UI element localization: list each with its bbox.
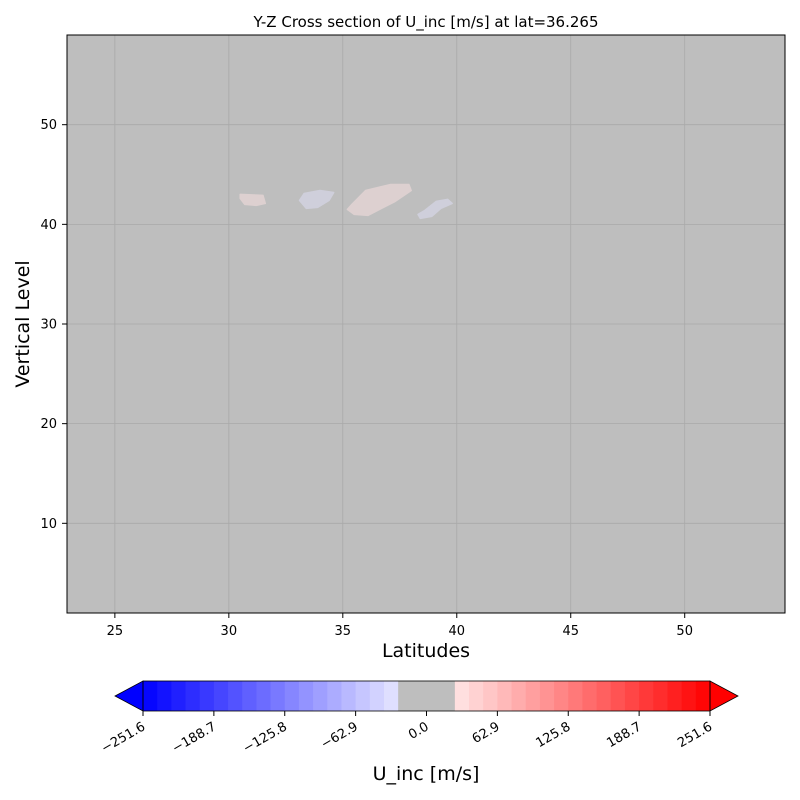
colorbar-segment-10 <box>284 681 300 711</box>
contour-features <box>239 183 453 220</box>
colorbar-extend-max <box>709 680 739 712</box>
colorbar-segment-22 <box>454 681 470 711</box>
colorbar-segment-0 <box>143 681 158 711</box>
colorbar-segment-3 <box>185 681 201 711</box>
colorbar-segment-36 <box>653 681 669 711</box>
colorbar-tick-label-5: 62.9 <box>470 719 503 746</box>
plot-area <box>66 34 786 614</box>
colorbar-segment-11 <box>298 681 314 711</box>
colorbar-segment-34 <box>624 681 640 711</box>
y-tick-label-3: 40 <box>40 218 57 233</box>
grid-lines <box>67 35 785 613</box>
colorbar-segment-6 <box>228 681 243 711</box>
colorbar-tick-label-3: −62.9 <box>319 719 361 752</box>
colorbar-tick-label-6: 125.8 <box>534 719 574 751</box>
contour-patch-negative-1 <box>298 189 335 210</box>
colorbar-segment-8 <box>256 681 272 711</box>
colorbar-label: U_inc [m/s] <box>373 763 480 785</box>
colorbar-segment-29 <box>554 681 569 711</box>
contour-patch-positive-0 <box>239 193 267 207</box>
colorbar-segment-16 <box>369 681 385 711</box>
colorbar-segment-19 <box>412 681 428 711</box>
colorbar-segment-35 <box>639 681 654 711</box>
colorbar-tick-label-7: 188.7 <box>604 719 644 751</box>
y-tick-label-2: 30 <box>40 318 57 333</box>
contour-patch-negative-3 <box>417 198 453 220</box>
y-tick-label-4: 50 <box>40 118 57 133</box>
y-tick-label-0: 10 <box>40 517 57 532</box>
x-axis: 25 30 35 40 45 50 <box>107 613 693 639</box>
x-tick-label-2: 35 <box>335 624 352 639</box>
colorbar-segment-23 <box>469 681 484 711</box>
y-tick-label-1: 20 <box>40 417 57 432</box>
x-tick-label-3: 40 <box>448 624 465 639</box>
colorbar-segment-5 <box>213 681 229 711</box>
x-tick-label-1: 30 <box>221 624 238 639</box>
colorbar-segment-14 <box>341 681 357 711</box>
colorbar-segment-26 <box>511 681 527 711</box>
colorbar-segment-20 <box>426 681 442 711</box>
colorbar-segment-39 <box>695 681 711 711</box>
x-tick-label-5: 50 <box>676 624 693 639</box>
colorbar-segment-33 <box>610 681 626 711</box>
colorbar-segment-37 <box>667 681 683 711</box>
colorbar-segment-1 <box>157 681 172 711</box>
colorbar-extend-min <box>114 680 144 712</box>
colorbar-segment-28 <box>539 681 555 711</box>
y-axis: 10 20 30 40 50 <box>40 118 67 532</box>
colorbar-tick-label-8: 251.6 <box>675 719 715 751</box>
colorbar-segment-38 <box>681 681 697 711</box>
contour-patch-positive-2 <box>346 183 412 217</box>
colorbar-segment-21 <box>440 681 456 711</box>
colorbar-tick-label-2: −125.8 <box>241 719 290 756</box>
x-tick-label-0: 25 <box>107 624 124 639</box>
x-axis-label: Latitudes <box>382 640 470 662</box>
colorbar-segment-4 <box>199 681 215 711</box>
colorbar-segment-32 <box>596 681 612 711</box>
colorbar-segment-25 <box>497 681 513 711</box>
colorbar-segment-30 <box>568 681 584 711</box>
colorbar-segment-31 <box>582 681 598 711</box>
colorbar-segment-13 <box>327 681 343 711</box>
colorbar-segment-9 <box>270 681 286 711</box>
y-axis-label: Vertical Level <box>12 260 34 387</box>
colorbar-segment-2 <box>171 681 187 711</box>
colorbar-tick-label-4: 0.0 <box>406 719 431 742</box>
colorbar-segment-17 <box>383 681 399 711</box>
colorbar-segment-7 <box>242 681 258 711</box>
colorbar-tick-label-0: −251.6 <box>99 719 148 756</box>
colorbar-segment-15 <box>355 681 371 711</box>
colorbar-segment-27 <box>525 681 541 711</box>
colorbar: −251.6 −188.7 −125.8 −62.9 0.0 62.9 125.8 188.7… <box>99 680 739 757</box>
chart-title: Y-Z Cross section of U_inc [m/s] at lat=… <box>253 13 599 32</box>
colorbar-segment-12 <box>313 681 328 711</box>
colorbar-tick-label-1: −188.7 <box>170 719 219 756</box>
x-tick-label-4: 45 <box>562 624 579 639</box>
colorbar-segment-18 <box>398 681 413 711</box>
colorbar-segment-24 <box>483 681 498 711</box>
